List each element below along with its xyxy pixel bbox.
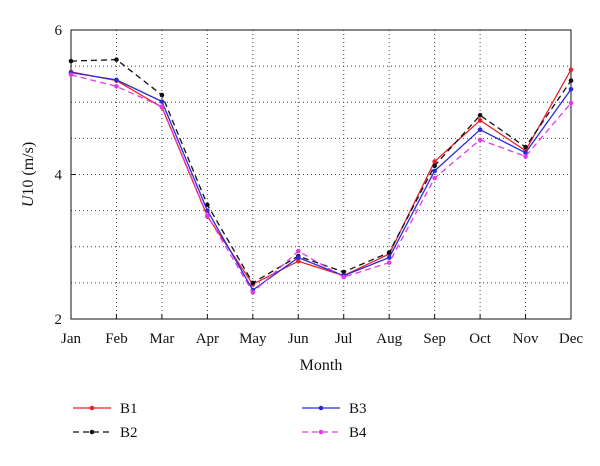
series-point-b4 — [432, 175, 437, 181]
series-point-b2 — [386, 250, 392, 255]
x-tick-label: Oct — [469, 331, 491, 347]
x-tick-label: Jul — [335, 331, 353, 347]
grid — [71, 30, 571, 319]
series-point-b2 — [341, 269, 347, 275]
x-tick-label: May — [239, 331, 267, 347]
x-tick-label: Jan — [61, 331, 81, 347]
x-tick-label: Aug — [376, 331, 402, 347]
x-axis-label: Month — [300, 357, 343, 374]
legend-marker-b3 — [318, 405, 324, 411]
series-point-b3 — [386, 255, 392, 260]
series-point-b3 — [477, 127, 483, 133]
series-point-b2 — [568, 78, 574, 83]
series-point-b1 — [432, 159, 437, 164]
y-tick-label: 6 — [55, 23, 63, 39]
series-point-b2 — [159, 92, 165, 98]
legend-label-b3: B3 — [349, 401, 367, 417]
series-point-b2 — [250, 280, 256, 286]
series-line-b2 — [70, 58, 572, 284]
series-point-b2 — [432, 163, 437, 169]
series-point-b3 — [295, 255, 301, 260]
legend-marker-b1 — [89, 405, 95, 411]
series-point-b3 — [523, 150, 528, 156]
axis-ticks: Jan Feb Mar Apr May Jun Jul Aug Sep Oct Nov Dec 2 4 6 — [55, 23, 584, 347]
series-point-b4 — [477, 137, 483, 143]
y-axis-label-symbol: U — [20, 194, 37, 207]
x-tick-label: Dec — [559, 331, 583, 347]
series-point-b2 — [477, 112, 483, 118]
legend-label-b1: B1 — [120, 401, 138, 417]
x-tick-label: Apr — [196, 331, 219, 347]
legend-label-b2: B2 — [120, 425, 138, 441]
series-point-b4 — [68, 72, 74, 78]
series-point-b2 — [68, 58, 74, 64]
series-lines — [68, 57, 574, 295]
series-point-b4 — [295, 248, 301, 254]
series-point-b4 — [523, 154, 528, 159]
x-tick-label: Jun — [288, 331, 309, 347]
series-point-b2 — [523, 144, 528, 150]
series-point-b1 — [477, 118, 483, 123]
series-line-b1 — [70, 69, 572, 285]
series-point-b4 — [250, 289, 256, 295]
series-point-b4 — [114, 84, 119, 89]
series-point-b3 — [432, 168, 437, 174]
series-point-b4 — [568, 100, 574, 106]
legend: B1 B2 B3 B4 — [73, 401, 367, 441]
series-line-b3 — [70, 71, 572, 291]
x-tick-label: Nov — [513, 331, 539, 347]
series-point-b4 — [386, 260, 392, 265]
series-point-b2 — [205, 202, 210, 208]
series-point-b2 — [114, 57, 119, 62]
series-line-b4 — [70, 74, 572, 293]
y-axis-label: U10 (m/s) — [20, 142, 37, 207]
series-point-b1 — [568, 67, 574, 73]
x-tick-label: Sep — [423, 331, 446, 347]
series-point-b4 — [205, 213, 210, 218]
legend-marker-b2 — [89, 429, 95, 435]
series-point-b3 — [568, 86, 574, 92]
series-point-b4 — [341, 274, 347, 280]
y-tick-label: 2 — [55, 312, 63, 328]
y-axis-label-unit: 10 (m/s) — [20, 142, 37, 196]
series-point-b4 — [159, 104, 165, 109]
y-tick-label: 4 — [55, 168, 63, 184]
series-point-b3 — [114, 77, 119, 83]
x-tick-label: Feb — [105, 331, 128, 347]
legend-marker-b4 — [318, 429, 324, 435]
series-point-b3 — [159, 99, 165, 104]
legend-label-b4: B4 — [349, 425, 367, 441]
series-point-b1 — [295, 258, 301, 264]
x-tick-label: Mar — [149, 331, 174, 347]
